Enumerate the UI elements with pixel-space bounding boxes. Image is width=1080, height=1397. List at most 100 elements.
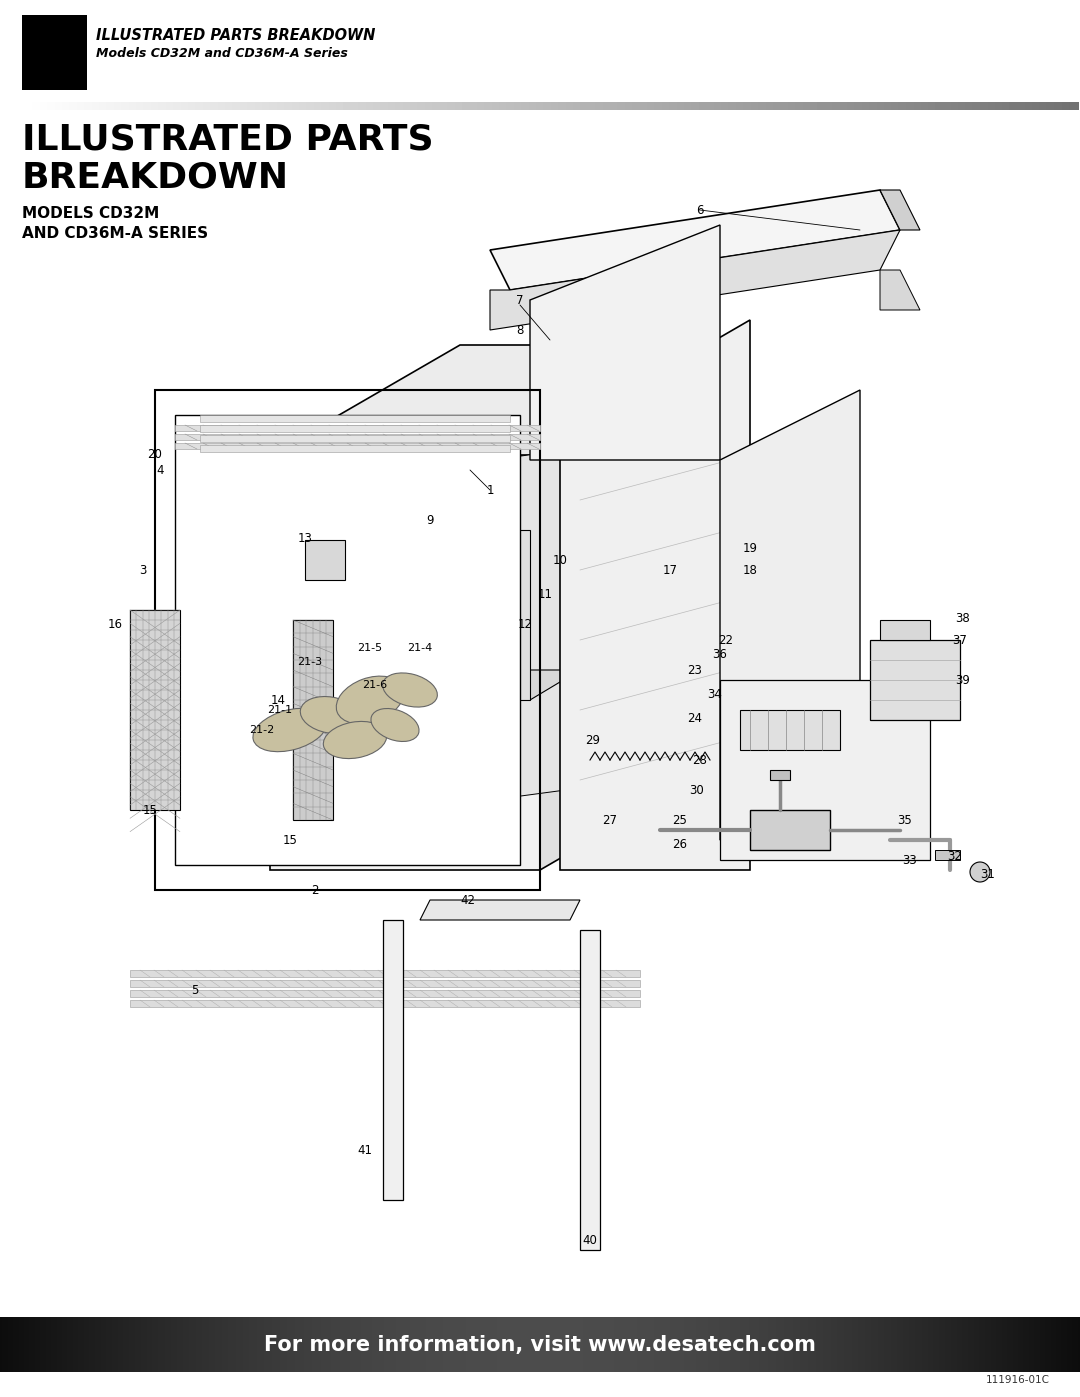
Text: 40: 40	[582, 1234, 597, 1246]
Polygon shape	[130, 990, 640, 997]
Polygon shape	[540, 345, 730, 870]
Polygon shape	[130, 610, 180, 810]
Text: 5: 5	[191, 983, 199, 996]
Text: BREAKDOWN: BREAKDOWN	[22, 161, 289, 194]
Text: 11: 11	[538, 588, 553, 602]
Polygon shape	[420, 900, 580, 921]
Text: 6: 6	[697, 204, 704, 217]
Text: 24: 24	[688, 711, 702, 725]
Polygon shape	[880, 190, 920, 231]
Text: 17: 17	[662, 563, 677, 577]
Polygon shape	[200, 415, 510, 422]
Polygon shape	[305, 448, 573, 826]
Text: 15: 15	[283, 834, 297, 847]
Polygon shape	[200, 446, 510, 453]
Polygon shape	[561, 320, 750, 870]
Text: 34: 34	[707, 689, 723, 701]
Text: 111916-01C: 111916-01C	[986, 1375, 1050, 1384]
Text: 16: 16	[108, 619, 122, 631]
Text: 21-1: 21-1	[268, 705, 293, 715]
Polygon shape	[130, 970, 640, 977]
Polygon shape	[293, 620, 333, 820]
Text: 30: 30	[690, 784, 704, 796]
Polygon shape	[490, 190, 900, 291]
Text: 37: 37	[953, 633, 968, 647]
Polygon shape	[880, 620, 930, 640]
Bar	[22, 15, 84, 89]
Text: 41: 41	[357, 1144, 373, 1157]
Polygon shape	[130, 981, 640, 988]
Text: 15: 15	[143, 803, 158, 816]
Text: 39: 39	[956, 673, 971, 686]
Polygon shape	[720, 390, 860, 840]
Polygon shape	[340, 671, 580, 700]
Text: 7: 7	[516, 293, 524, 306]
Ellipse shape	[323, 721, 387, 759]
Polygon shape	[770, 770, 789, 780]
Text: 10: 10	[553, 553, 567, 567]
Text: 42: 42	[460, 894, 475, 907]
Polygon shape	[200, 434, 510, 441]
Text: 12: 12	[517, 619, 532, 631]
Polygon shape	[870, 640, 960, 719]
Polygon shape	[740, 710, 840, 750]
Polygon shape	[880, 270, 920, 310]
Polygon shape	[175, 434, 540, 440]
Text: 19: 19	[743, 542, 757, 555]
Text: 3: 3	[139, 563, 147, 577]
Text: 32: 32	[947, 849, 962, 862]
Text: 35: 35	[897, 813, 913, 827]
Polygon shape	[175, 415, 519, 865]
Polygon shape	[490, 231, 900, 330]
Ellipse shape	[382, 673, 437, 707]
Text: 31: 31	[981, 869, 996, 882]
Text: 21-2: 21-2	[249, 725, 274, 735]
Polygon shape	[935, 849, 960, 861]
Ellipse shape	[336, 676, 404, 724]
Text: 14: 14	[270, 693, 285, 707]
Polygon shape	[340, 529, 530, 700]
Polygon shape	[580, 930, 600, 1250]
Text: 28: 28	[692, 753, 707, 767]
Polygon shape	[175, 443, 540, 448]
Text: ILLUSTRATED PARTS BREAKDOWN: ILLUSTRATED PARTS BREAKDOWN	[96, 28, 376, 43]
Polygon shape	[270, 455, 540, 870]
Text: 1: 1	[486, 483, 494, 496]
Text: 21-6: 21-6	[363, 680, 388, 690]
Polygon shape	[200, 425, 510, 432]
Text: 23: 23	[688, 664, 702, 676]
Text: 21-4: 21-4	[407, 643, 433, 652]
Text: 8: 8	[516, 324, 524, 337]
Polygon shape	[270, 345, 730, 455]
Circle shape	[970, 862, 990, 882]
Ellipse shape	[253, 708, 327, 752]
Polygon shape	[175, 425, 540, 432]
Text: 27: 27	[603, 813, 618, 827]
Polygon shape	[300, 490, 510, 830]
Text: For more information, visit www.desatech.com: For more information, visit www.desatech…	[265, 1334, 815, 1355]
Polygon shape	[130, 1000, 640, 1007]
Text: 18: 18	[743, 563, 757, 577]
Polygon shape	[720, 680, 930, 861]
Text: 13: 13	[298, 531, 312, 545]
Text: 29: 29	[585, 733, 600, 746]
Polygon shape	[530, 225, 720, 460]
Text: 2: 2	[311, 883, 319, 897]
Text: Models CD32M and CD36M-A Series: Models CD32M and CD36M-A Series	[96, 47, 348, 60]
Ellipse shape	[370, 708, 419, 742]
Text: AND CD36M-A SERIES: AND CD36M-A SERIES	[22, 226, 208, 242]
Text: 21-5: 21-5	[357, 643, 382, 652]
Circle shape	[822, 752, 858, 788]
Text: 9: 9	[427, 514, 434, 527]
Text: MODELS CD32M: MODELS CD32M	[22, 205, 159, 221]
Text: 38: 38	[956, 612, 970, 624]
Bar	[84, 15, 87, 89]
Text: 22: 22	[718, 633, 733, 647]
Text: 16: 16	[31, 42, 75, 71]
Text: 36: 36	[713, 648, 728, 662]
Text: ILLUSTRATED PARTS: ILLUSTRATED PARTS	[22, 122, 434, 156]
Text: 21-3: 21-3	[297, 657, 323, 666]
Text: 26: 26	[673, 838, 688, 852]
Polygon shape	[383, 921, 403, 1200]
Text: 20: 20	[148, 448, 162, 461]
